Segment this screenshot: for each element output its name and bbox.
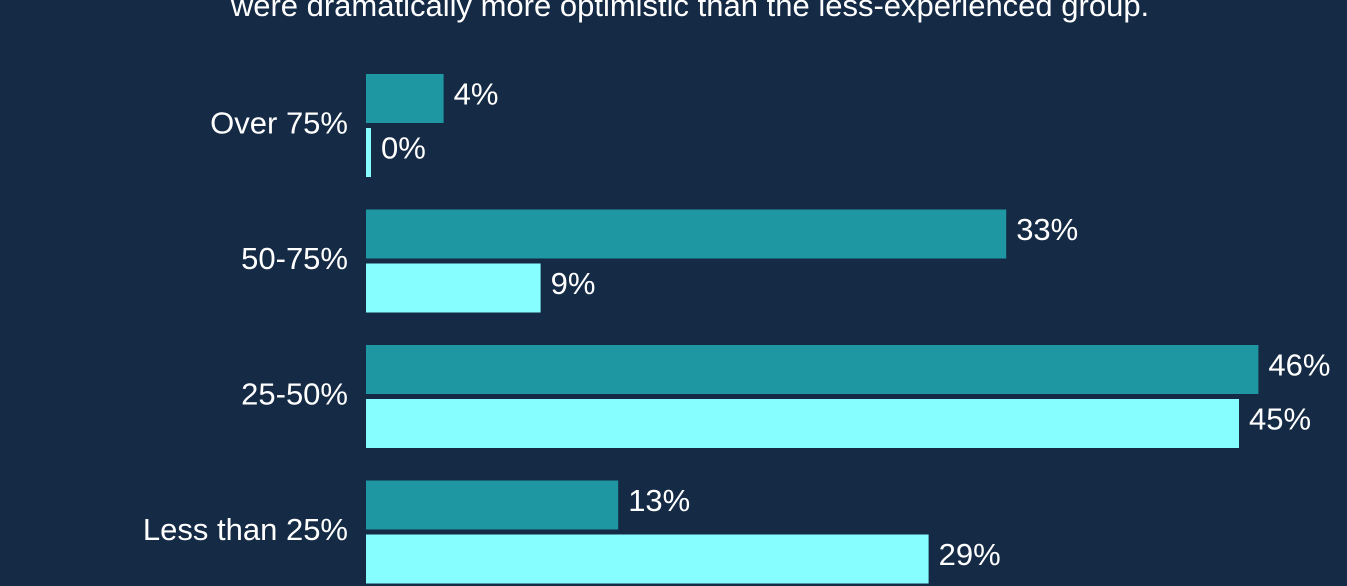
- chart-subtitle: were dramatically more optimistic than t…: [230, 0, 1149, 23]
- category-label: 25-50%: [241, 377, 348, 412]
- value-label: 13%: [628, 483, 690, 518]
- value-label: 33%: [1016, 212, 1078, 247]
- bar: [366, 74, 444, 123]
- value-label: 4%: [454, 77, 499, 112]
- bar: [366, 399, 1239, 448]
- category-label: Less than 25%: [143, 512, 348, 547]
- bar: [366, 209, 1007, 259]
- value-label: 0%: [381, 131, 426, 166]
- value-label: 9%: [551, 266, 596, 301]
- bar: [366, 534, 929, 584]
- bar: [366, 128, 371, 177]
- value-label: 29%: [939, 537, 1001, 572]
- bar: [366, 480, 619, 530]
- value-label: 46%: [1268, 348, 1330, 383]
- value-label: 45%: [1249, 402, 1311, 437]
- category-label: 50-75%: [241, 241, 348, 276]
- category-label: Over 75%: [210, 106, 348, 141]
- bar: [366, 263, 541, 313]
- bar: [366, 345, 1259, 394]
